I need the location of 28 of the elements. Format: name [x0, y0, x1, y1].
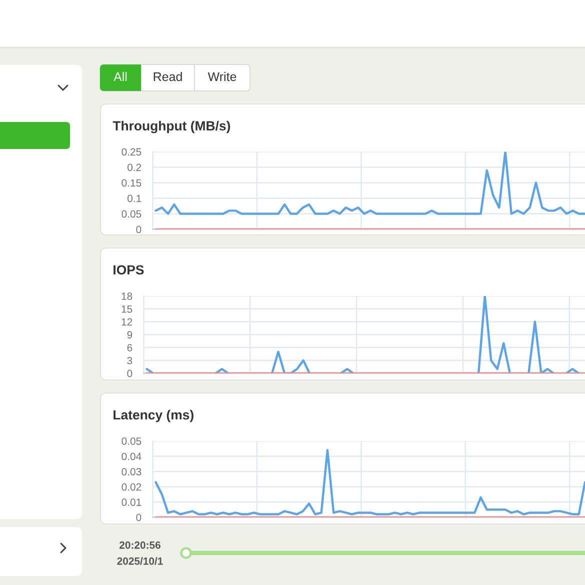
y-tick-label: 0.05	[122, 438, 142, 445]
y-tick-label: 0.04	[122, 452, 142, 460]
chart-title: Latency (ms)	[114, 410, 194, 422]
y-tick-label: 0.2	[128, 164, 142, 172]
y-tick-label: 0.05	[122, 210, 142, 218]
y-tick-label: 0	[127, 370, 132, 378]
y-tick-label: 0.25	[122, 148, 142, 156]
y-tick-label: 0.03	[122, 468, 142, 476]
y-tick-label: 0	[136, 226, 142, 234]
chart-title: IOPS	[114, 265, 144, 275]
y-tick-label: 0.1	[128, 194, 142, 202]
text: 2025/10/1	[117, 557, 163, 565]
y-tick-label: 15	[122, 305, 132, 313]
y-tick-label: 0.01	[122, 498, 142, 506]
y-tick-label: 0	[136, 514, 142, 522]
text: All	[114, 72, 127, 81]
y-tick-label: 18	[122, 292, 132, 300]
chart-title: Throughput (MB/s)	[112, 120, 230, 134]
y-tick-label: 9	[127, 331, 132, 339]
y-tick-label: 0.02	[122, 483, 142, 491]
text: Write	[208, 72, 236, 82]
y-tick-label: 0.15	[122, 179, 142, 187]
y-tick-label: 6	[127, 344, 132, 352]
text: Read	[154, 72, 182, 82]
y-tick-label: 3	[127, 356, 132, 364]
text: 20:20:56	[120, 541, 160, 549]
line-series	[154, 449, 585, 516]
y-tick-label: 12	[122, 318, 132, 326]
